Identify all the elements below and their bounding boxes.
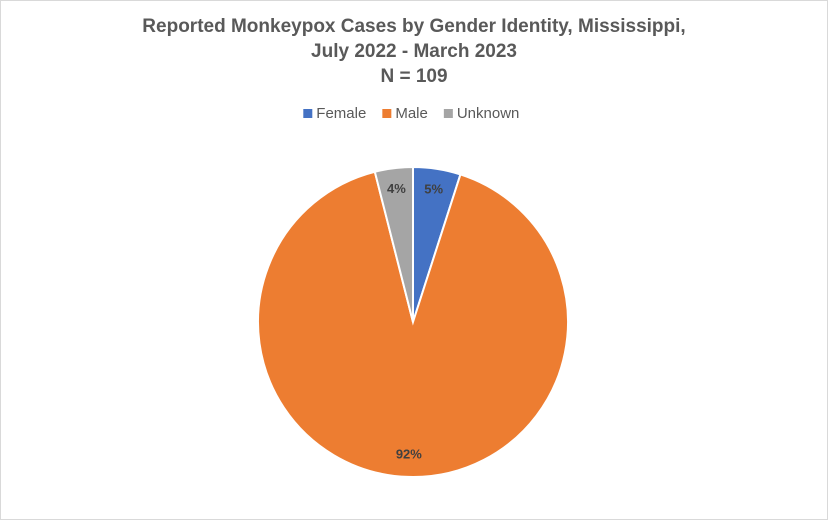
pie-slice: [373, 165, 414, 323]
chart-title: July 2022 - March 2023: [311, 41, 517, 62]
data-label: 4%: [387, 181, 406, 196]
chart-title: Reported Monkeypox Cases by Gender Ident…: [142, 16, 685, 37]
legend-label: Male: [395, 105, 428, 122]
chart-subtitle: N = 109: [380, 66, 447, 87]
legend-swatch: [382, 109, 392, 118]
pie-slice: [257, 170, 569, 478]
data-label: 92%: [396, 447, 422, 462]
legend-swatch: [443, 109, 453, 118]
data-label: 5%: [424, 182, 443, 197]
legend-label: Unknown: [457, 105, 520, 122]
legend-swatch: [303, 109, 313, 118]
legend-label: Female: [316, 105, 366, 122]
